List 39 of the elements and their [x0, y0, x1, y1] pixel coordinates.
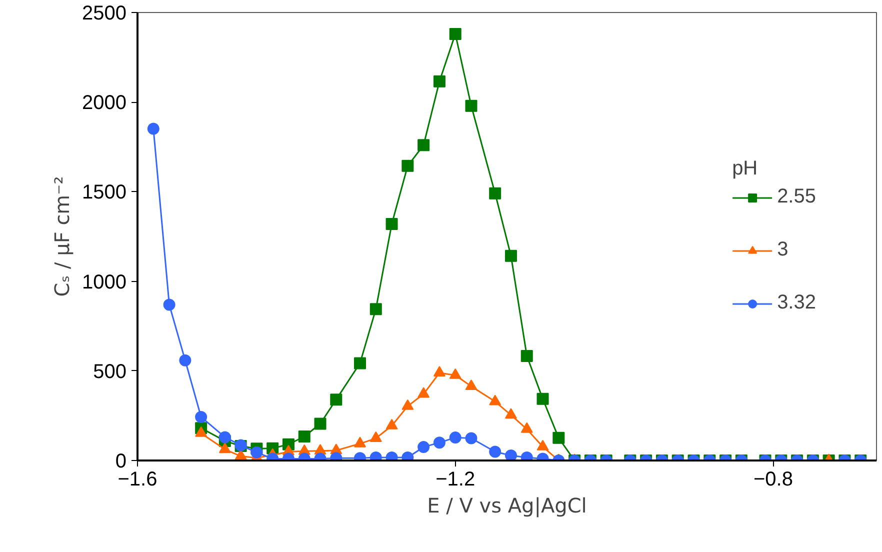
x-axis-title: E / V vs Ag|AgCl [427, 494, 587, 518]
point [489, 187, 502, 200]
point [465, 100, 478, 112]
point [504, 250, 517, 262]
point [163, 298, 176, 311]
point [449, 28, 462, 40]
point [179, 354, 192, 366]
point [147, 122, 160, 135]
point [386, 218, 398, 230]
legend-label: 3.32 [777, 292, 816, 314]
y-tick-label: 1000 [82, 271, 127, 294]
x-tick-label: −1.2 [436, 468, 476, 490]
point [433, 366, 446, 377]
point [218, 442, 231, 454]
x-tick-label: −0.8 [753, 468, 793, 490]
point [402, 160, 414, 172]
point [370, 303, 382, 316]
point [520, 422, 533, 433]
point [536, 440, 549, 450]
point [354, 436, 366, 448]
point [433, 75, 446, 88]
point [386, 418, 398, 430]
point [195, 426, 208, 437]
point [370, 431, 382, 442]
y-tick-label: 2000 [82, 92, 127, 114]
legend-title: pH [732, 158, 759, 180]
point [489, 394, 502, 406]
point [504, 408, 517, 419]
point [465, 379, 478, 390]
point [449, 368, 462, 379]
y-tick-label: 2500 [82, 2, 127, 24]
y-axis-title: Cₛ / μF cm⁻² [50, 176, 74, 297]
point [418, 139, 430, 152]
legend-label: 3 [777, 238, 790, 262]
y-tick-label: 500 [93, 360, 127, 383]
point [418, 387, 430, 398]
y-tick-label: 1500 [82, 182, 127, 204]
legend-label: 2.55 [777, 186, 816, 208]
point [402, 399, 414, 410]
